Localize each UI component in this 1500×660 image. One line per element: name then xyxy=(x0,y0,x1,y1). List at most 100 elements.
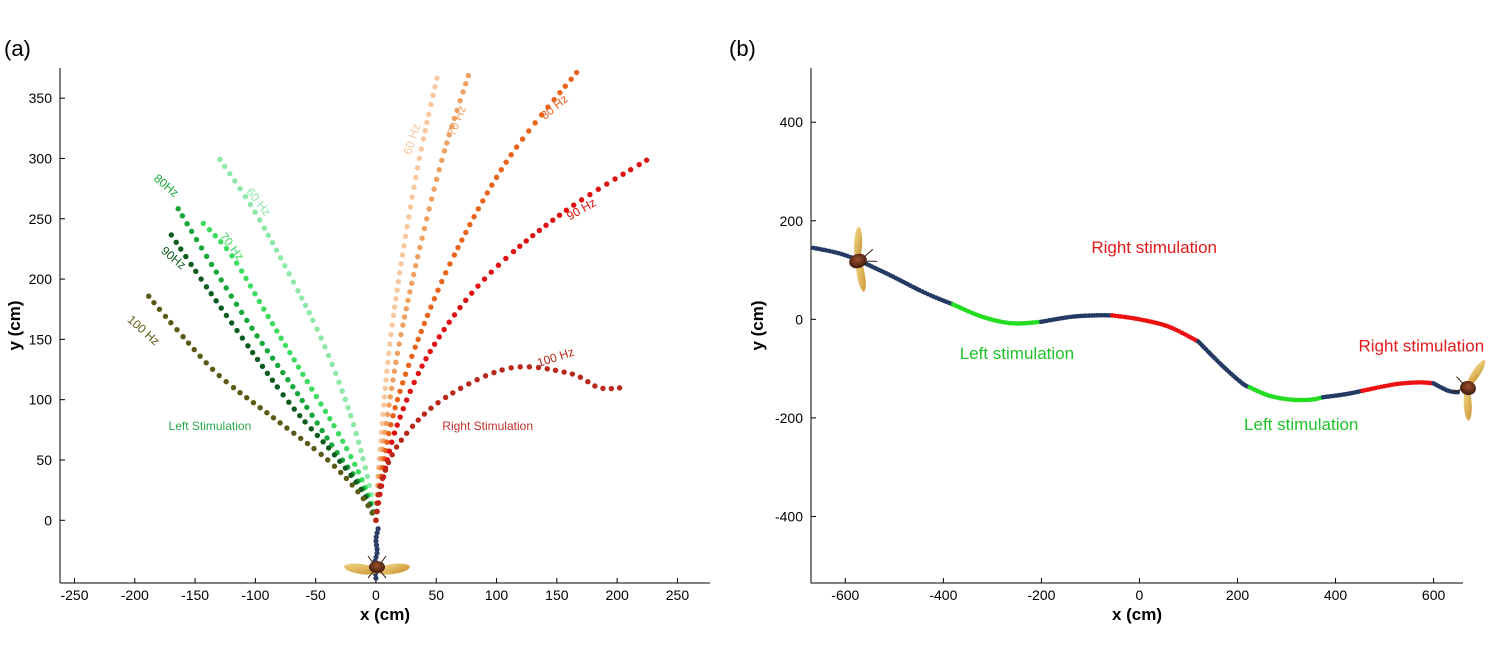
trajectory-point xyxy=(463,229,469,236)
start-path-point xyxy=(375,526,381,532)
trajectory-point xyxy=(394,396,401,403)
trajectory-point xyxy=(394,422,400,428)
trajectory-point xyxy=(382,467,389,473)
trajectory-point xyxy=(278,335,284,341)
panel-b-axes: -600 -400 -200 0 200 400 600 -400 -200 0 200 400 x (… xyxy=(748,68,1463,624)
trajectory-point xyxy=(457,98,463,104)
trajectory-point xyxy=(252,209,258,215)
trajectory-point xyxy=(239,335,246,341)
trajectory-point xyxy=(532,120,538,126)
trajectory-point xyxy=(270,415,277,421)
panel-b-marks: Right stimulation Left stimulation Left st… xyxy=(811,238,1484,434)
trajectory-point xyxy=(331,463,338,469)
panel-b-x-tick-label: -200 xyxy=(1027,587,1055,603)
trajectory-point xyxy=(393,444,400,450)
trajectory-point xyxy=(342,396,348,403)
trajectory-point xyxy=(348,453,354,460)
trajectory-point xyxy=(313,393,320,400)
trajectory-point xyxy=(179,213,186,219)
trajectory-point xyxy=(193,268,199,274)
trajectory-point xyxy=(382,385,388,392)
trajectory-point xyxy=(426,206,432,212)
trajectory-point xyxy=(455,244,461,251)
trajectory-point xyxy=(457,304,463,311)
trajectory-point xyxy=(304,378,310,385)
trajectory-point xyxy=(517,243,523,249)
trajectory-point xyxy=(550,217,556,223)
trajectory-point xyxy=(322,408,329,415)
trajectory-point xyxy=(424,119,430,126)
trajectory-point xyxy=(162,313,169,320)
trajectory-point xyxy=(450,390,456,396)
panel-b-y-tick-label: 400 xyxy=(780,114,804,130)
trajectory-point xyxy=(446,319,452,325)
series-label: 60 Hz xyxy=(243,185,273,218)
trajectory-point xyxy=(396,341,402,347)
trajectory-point xyxy=(387,394,394,400)
trajectory-point xyxy=(197,353,203,359)
trajectory-point xyxy=(247,201,254,208)
trajectory-segment-right xyxy=(1110,313,1200,344)
trajectory-point xyxy=(302,302,309,309)
trajectory-point xyxy=(208,291,214,297)
trajectory-point xyxy=(348,472,354,478)
trajectory-point xyxy=(418,146,424,152)
trajectory-point xyxy=(510,248,517,255)
trajectory-point xyxy=(402,233,409,239)
trajectory-point xyxy=(339,388,345,394)
trajectory-point xyxy=(290,279,297,285)
trajectory-point xyxy=(443,270,449,276)
trajectory-point xyxy=(309,412,315,418)
trajectory-point xyxy=(498,166,505,173)
trajectory-point xyxy=(331,452,338,458)
trajectory-point xyxy=(409,194,415,200)
trajectory-point xyxy=(269,377,276,383)
trajectory-point xyxy=(379,475,386,482)
trajectory-point xyxy=(174,327,180,333)
trajectory-point xyxy=(422,128,428,134)
trajectory-point xyxy=(389,439,395,445)
trajectory-point xyxy=(561,369,567,375)
panel-b-y-tick-label: -400 xyxy=(775,508,803,524)
trajectory-point xyxy=(373,508,380,515)
trajectory-segment-right xyxy=(1360,380,1435,394)
trajectory-point xyxy=(517,364,523,370)
panel-a-x-tick-label: 250 xyxy=(666,587,690,603)
trajectory-point xyxy=(545,104,551,110)
trajectory-point xyxy=(418,328,424,335)
trajectory-point xyxy=(460,89,466,95)
trajectory-point xyxy=(300,371,306,378)
trajectory-point xyxy=(428,304,434,310)
trajectory-point xyxy=(568,76,574,82)
trajectory-point xyxy=(415,254,421,260)
trajectory-point xyxy=(340,438,346,444)
trajectory-point xyxy=(419,363,425,369)
trajectory-point xyxy=(409,280,415,286)
trajectory-point xyxy=(412,263,419,269)
start-path-point xyxy=(373,542,380,548)
trajectory-point xyxy=(444,140,450,146)
series-label: 70 Hz xyxy=(444,104,469,138)
trajectory-point xyxy=(403,397,410,403)
trajectory-point xyxy=(291,357,297,363)
trajectory-point xyxy=(299,397,305,404)
trajectory-point xyxy=(627,166,634,173)
series-label: 100 Hz xyxy=(125,312,163,348)
trajectory-point xyxy=(388,422,394,428)
trajectory-point xyxy=(233,260,240,266)
series-label: 80 Hz xyxy=(538,92,571,123)
trajectory-point xyxy=(391,368,398,374)
trajectory-point xyxy=(338,469,344,476)
trajectory-point xyxy=(298,435,304,442)
panel-a-y-tick-label: 250 xyxy=(29,211,53,227)
trajectory-point xyxy=(402,371,409,377)
trajectory-point xyxy=(223,285,229,291)
trajectory-point xyxy=(587,191,593,198)
trajectory-point xyxy=(465,72,472,79)
trajectory-point xyxy=(274,328,280,334)
trajectory-point xyxy=(314,420,320,426)
trajectory-point xyxy=(314,326,320,332)
trajectory-point xyxy=(401,243,407,249)
trajectory-point xyxy=(183,253,189,260)
